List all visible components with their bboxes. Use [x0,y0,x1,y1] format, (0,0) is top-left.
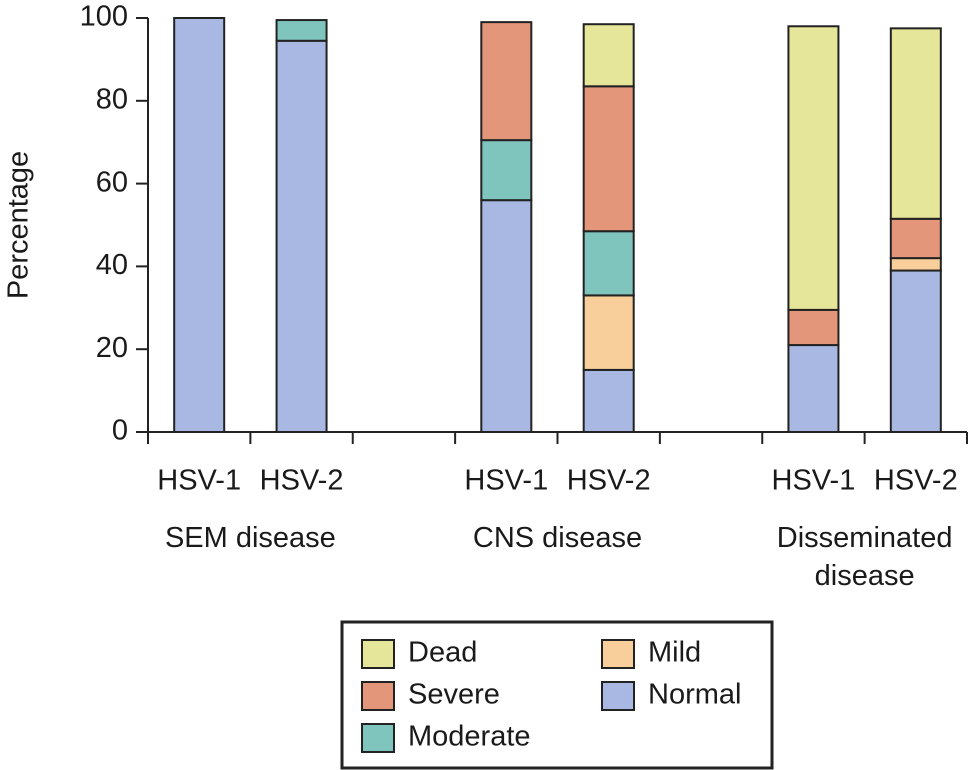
legend-swatch [601,681,635,711]
legend-label: Normal [648,679,741,711]
bar-segment [173,17,226,433]
bar-segment [582,230,635,297]
bar-segment [480,199,533,433]
x-tick-label: HSV-1 [157,465,241,497]
bar-segment [275,39,328,434]
bar-segment [889,27,942,220]
x-tick-label: HSV-2 [567,465,651,497]
x-tick-label: HSV-1 [464,465,548,497]
y-tick-label: 60 [96,166,128,198]
legend-label: Severe [408,679,500,711]
bar-segment [787,308,840,347]
bar-segment [582,85,635,233]
bar-segment [787,344,840,433]
legend-swatch [361,723,395,753]
y-tick-label: 20 [96,332,128,364]
group-label: Disseminated disease [776,522,953,592]
bar-segment [889,217,942,260]
y-tick-label: 80 [96,83,128,115]
bar-segment [582,368,635,433]
bar-segment [889,269,942,434]
legend-label: Moderate [408,721,531,753]
y-tick-label: 40 [96,249,128,281]
legend-swatch [361,681,395,711]
legend-swatch [361,639,395,669]
legend-swatch [601,639,635,669]
x-tick-label: HSV-2 [260,465,344,497]
bar-segment [787,25,840,311]
y-tick-label: 0 [112,415,128,447]
bar-segment [275,19,328,42]
bar-segment [480,139,533,202]
legend-box [340,620,774,770]
y-axis-label: Percentage [3,151,35,299]
legend-label: Mild [648,637,701,669]
y-tick-label: 100 [80,1,128,33]
group-label: SEM disease [164,522,336,554]
group-label: CNS disease [472,522,643,554]
bar-segment [582,23,635,88]
bar-segment [889,257,942,272]
bar-segment [582,294,635,371]
x-tick-label: HSV-1 [772,465,856,497]
x-tick-label: HSV-2 [874,465,958,497]
bar-segment [480,21,533,142]
legend-label: Dead [408,637,477,669]
